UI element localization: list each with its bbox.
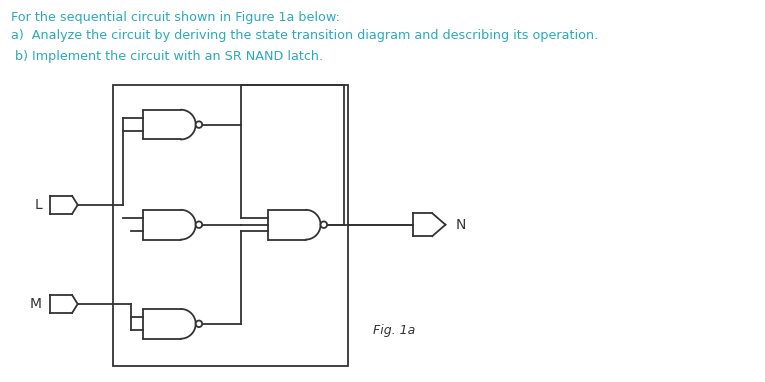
Circle shape [321,222,327,228]
Text: L: L [34,198,42,212]
Text: Fig. 1a: Fig. 1a [373,324,415,337]
Bar [113,85,348,366]
Text: N: N [455,218,466,232]
Circle shape [196,222,202,228]
Text: M: M [30,297,42,311]
Text: For the sequential circuit shown in Figure 1a below:: For the sequential circuit shown in Figu… [11,11,340,24]
Circle shape [196,320,202,327]
Text: b) Implement the circuit with an SR NAND latch.: b) Implement the circuit with an SR NAND… [11,50,324,63]
Circle shape [196,121,202,128]
Text: a)  Analyze the circuit by deriving the state transition diagram and describing : a) Analyze the circuit by deriving the s… [11,29,598,42]
